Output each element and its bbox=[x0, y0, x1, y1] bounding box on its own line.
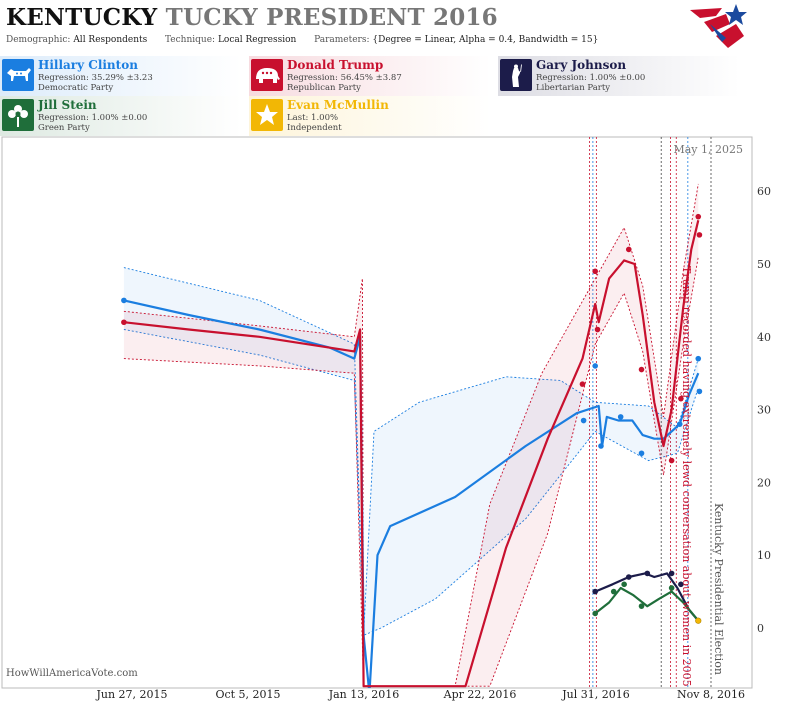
candidate-regression: Regression: 35.29% ±3.23 bbox=[38, 73, 153, 83]
jill-stein-poll-point bbox=[668, 585, 675, 591]
technique-label: Technique: bbox=[165, 35, 216, 45]
x-tick-label: Oct 5, 2015 bbox=[215, 688, 280, 701]
jill-stein-poll-point bbox=[610, 588, 617, 595]
x-tick-label: Nov 8, 2016 bbox=[677, 688, 745, 701]
page-title: KENTUCKY TUCKY PRESIDENT 2016 bbox=[6, 4, 498, 31]
x-tick-label: Apr 22, 2016 bbox=[443, 688, 517, 701]
x-tick-label: Jun 27, 2015 bbox=[95, 688, 167, 701]
candidate-regression: Regression: 1.00% ±0.00 bbox=[38, 113, 148, 123]
candidate-card-mcmullin: Evan McMullin Last: 1.00% Independent bbox=[249, 96, 491, 136]
demographic-value: All Respondents bbox=[73, 35, 148, 45]
donald-trump-poll-point bbox=[696, 232, 703, 238]
evan-mcmullin-poll-point bbox=[695, 617, 702, 624]
candidate-party: Green Party bbox=[38, 123, 90, 133]
donald-trump-trend-line bbox=[123, 220, 700, 688]
election-annotation: Kentucky Presidential Election bbox=[712, 503, 725, 675]
donald-trump-poll-point bbox=[695, 213, 702, 220]
hillary-clinton-poll-point bbox=[696, 388, 703, 395]
hillary-clinton-poll-point bbox=[638, 450, 645, 457]
candidate-card-stein: Jill Stein Regression: 1.00% ±0.00 Green… bbox=[0, 96, 242, 136]
y-tick-label: 0 bbox=[757, 622, 764, 635]
candidate-party: Republican Party bbox=[287, 83, 361, 93]
candidate-card-johnson: Gary Johnson Regression: 1.00% ±0.00 Lib… bbox=[498, 56, 740, 96]
y-tick-label: 40 bbox=[757, 331, 771, 344]
candidate-regression: Regression: 1.00% ±0.00 bbox=[536, 73, 646, 83]
date-annotation: May 1, 2025 bbox=[673, 143, 743, 156]
hillary-clinton-poll-point bbox=[617, 414, 624, 420]
y-tick-label: 20 bbox=[757, 476, 771, 489]
candidate-regression: Last: 1.00% bbox=[287, 113, 339, 123]
hillary-clinton-poll-point bbox=[695, 355, 702, 362]
candidate-name: Evan McMullin bbox=[287, 98, 389, 112]
donald-trump-poll-point bbox=[625, 246, 632, 253]
hillary-clinton-poll-point bbox=[598, 443, 604, 449]
candidate-card-clinton: Hillary Clinton Regression: 35.29% ±3.23… bbox=[0, 56, 242, 96]
gary-johnson-poll-point bbox=[668, 570, 675, 577]
site-logo-icon bbox=[690, 4, 747, 48]
hillary-clinton-poll-point bbox=[580, 417, 587, 424]
x-tick-label: Jan 13, 2016 bbox=[328, 688, 400, 701]
hillary-clinton-poll-point bbox=[592, 363, 598, 369]
donald-trump-poll-point bbox=[594, 326, 601, 333]
donald-trump-upper-bound bbox=[123, 183, 699, 687]
donald-trump-poll-point bbox=[592, 268, 598, 275]
donald-trump-poll-point bbox=[638, 366, 645, 373]
hillary-clinton-confidence-band bbox=[123, 267, 699, 636]
elephant-icon bbox=[251, 59, 283, 91]
gary-johnson-poll-point bbox=[644, 570, 651, 577]
gary-johnson-poll-point bbox=[678, 581, 684, 588]
jill-stein-poll-point bbox=[621, 581, 627, 588]
candidate-name: Gary Johnson bbox=[536, 58, 627, 72]
gary-johnson-poll-point bbox=[592, 588, 598, 595]
title-state: KENTUCKY bbox=[6, 4, 158, 31]
hillary-clinton-poll-point bbox=[121, 297, 127, 304]
donkey-icon bbox=[2, 59, 34, 91]
gary-johnson-poll-point bbox=[625, 574, 632, 580]
candidate-name: Jill Stein bbox=[38, 98, 97, 112]
parameters-label: Parameters: bbox=[314, 35, 370, 45]
candidate-party: Independent bbox=[287, 123, 342, 133]
hillary-clinton-trend-line bbox=[123, 299, 700, 688]
y-tick-label: 30 bbox=[757, 404, 771, 417]
green-flower-icon bbox=[2, 99, 34, 131]
candidate-party: Libertarian Party bbox=[536, 83, 611, 93]
x-tick-label: Jul 31, 2016 bbox=[561, 688, 630, 701]
candidate-party: Democratic Party bbox=[38, 83, 114, 93]
jill-stein-poll-point bbox=[592, 610, 598, 617]
jill-stein-trend-line bbox=[594, 586, 700, 622]
candidate-card-trump: Donald Trump Regression: 56.45% ±3.87 Re… bbox=[249, 56, 491, 96]
candidate-regression: Regression: 56.45% ±3.87 bbox=[287, 73, 402, 83]
source-label: HowWillAmericaVote.com bbox=[6, 668, 138, 679]
hillary-clinton-poll-point bbox=[676, 421, 683, 427]
title-rest: TUCKY PRESIDENT 2016 bbox=[165, 4, 498, 31]
y-tick-label: 50 bbox=[757, 258, 771, 271]
star-icon bbox=[251, 99, 283, 131]
jill-stein-poll-point bbox=[638, 603, 645, 609]
y-tick-label: 10 bbox=[757, 549, 771, 562]
y-tick-label: 60 bbox=[757, 185, 771, 198]
parameters-value: {Degree = Linear, Alpha = 0.4, Bandwidth… bbox=[372, 35, 599, 45]
gary-johnson-trend-line bbox=[594, 572, 700, 622]
candidate-name: Hillary Clinton bbox=[38, 58, 138, 72]
event-annotation: Trump recorded having extremely lewd con… bbox=[680, 266, 693, 687]
donald-trump-poll-point bbox=[579, 381, 586, 387]
candidate-name: Donald Trump bbox=[287, 58, 384, 72]
plot-frame bbox=[1, 136, 753, 689]
donald-trump-lower-bound bbox=[123, 256, 699, 687]
donald-trump-poll-point bbox=[121, 319, 127, 326]
statue-of-liberty-icon bbox=[500, 59, 532, 91]
demographic-label: Demographic: bbox=[6, 35, 71, 45]
donald-trump-poll-point bbox=[678, 395, 684, 402]
donald-trump-poll-point bbox=[668, 457, 675, 464]
technique-value: Local Regression bbox=[217, 35, 297, 45]
parameters-line: Demographic: All Respondents Technique: … bbox=[6, 35, 598, 45]
